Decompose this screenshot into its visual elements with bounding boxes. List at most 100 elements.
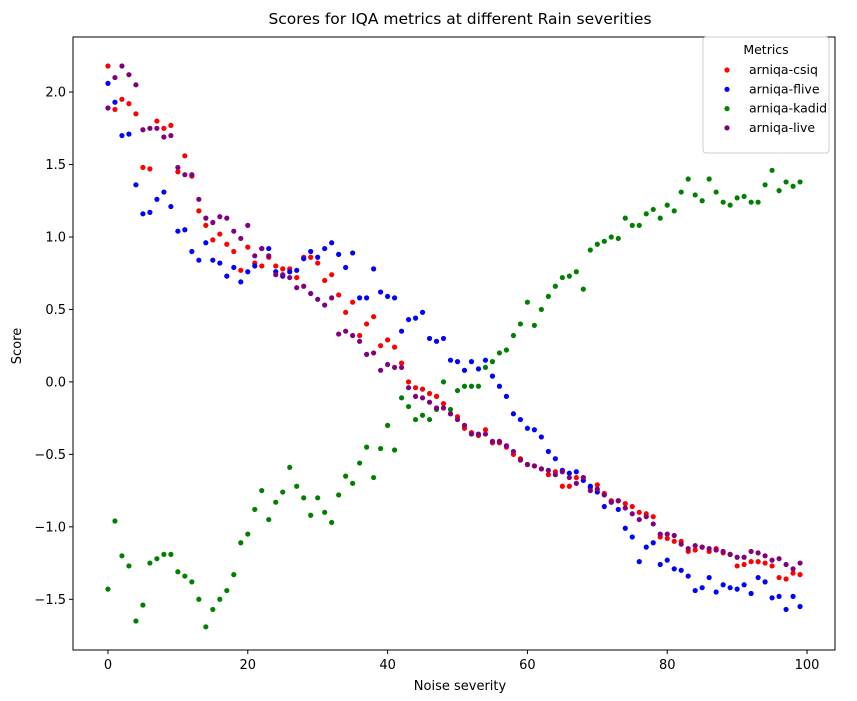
data-point [594, 482, 600, 488]
data-point [741, 561, 747, 568]
data-point [364, 295, 370, 301]
data-point [203, 240, 209, 246]
data-point [601, 492, 607, 498]
data-point [573, 469, 579, 475]
data-point [615, 235, 621, 242]
data-point [797, 179, 803, 185]
data-point [126, 101, 132, 107]
data-point [119, 132, 125, 139]
data-point [182, 573, 188, 579]
data-point [133, 618, 139, 624]
y-tick-label: −0.5 [34, 448, 66, 463]
data-point [545, 472, 551, 478]
data-point [371, 266, 377, 272]
x-tick-label: 40 [379, 658, 396, 673]
y-tick-label: 0.0 [45, 375, 66, 390]
data-point [482, 364, 489, 371]
legend: Metrics arniqa-csiq arniqa-flive arniqa-ka… [702, 36, 830, 154]
data-point [336, 492, 342, 498]
data-point [203, 215, 209, 221]
data-point [343, 264, 349, 271]
data-point [699, 198, 705, 204]
data-point [238, 267, 244, 273]
data-point [489, 359, 496, 365]
data-point [678, 567, 684, 573]
data-point [336, 331, 342, 337]
data-point [231, 248, 237, 255]
data-point [308, 290, 314, 297]
data-point [419, 386, 426, 392]
data-point [699, 585, 705, 591]
data-point [419, 309, 426, 315]
data-point [161, 551, 167, 557]
data-point [566, 483, 572, 489]
data-point [580, 286, 586, 292]
y-axis: −1.5 −1.0 −0.5 0.0 0.5 1.0 1.5 2.0 [34, 86, 73, 608]
x-tick-label: 60 [519, 658, 536, 673]
data-point [154, 556, 160, 562]
data-point [769, 563, 775, 569]
legend-marker [724, 86, 730, 92]
data-point [433, 338, 440, 344]
legend-entries: arniqa-csiq arniqa-flive arniqa-kadid arniq… [724, 62, 827, 135]
data-point [245, 244, 251, 250]
data-point [461, 367, 468, 373]
data-point [238, 540, 244, 546]
data-point [322, 277, 328, 284]
legend-label: arniqa-flive [749, 81, 820, 96]
data-point [797, 603, 803, 610]
data-point [769, 557, 775, 563]
data-point [650, 514, 656, 520]
data-point [301, 495, 307, 501]
data-point [531, 322, 537, 328]
data-point [517, 416, 524, 423]
data-point [377, 289, 384, 295]
data-point [727, 551, 733, 557]
data-point [524, 461, 531, 468]
data-point [266, 245, 272, 252]
data-point [748, 199, 754, 205]
data-point [720, 548, 726, 555]
data-point [447, 411, 454, 417]
data-point [650, 206, 656, 213]
data-point [496, 350, 503, 356]
data-point [119, 553, 125, 559]
data-point [657, 561, 663, 568]
data-point [447, 357, 454, 363]
data-point [405, 403, 412, 410]
data-point [426, 399, 433, 405]
data-point [377, 343, 384, 349]
data-point [741, 193, 747, 200]
data-point [189, 579, 195, 585]
data-point [566, 474, 572, 481]
data-point [391, 447, 398, 453]
data-point [161, 125, 167, 131]
data-point [496, 438, 503, 444]
data-point [280, 489, 286, 495]
data-point [755, 559, 761, 565]
data-point [664, 535, 670, 542]
data-point [231, 228, 237, 234]
data-point [783, 179, 789, 185]
data-point [531, 427, 537, 433]
y-tick-label: 1.5 [45, 158, 66, 173]
data-point [105, 105, 111, 111]
data-point [175, 569, 181, 575]
data-point [552, 283, 558, 289]
data-point [531, 463, 537, 469]
data-point [587, 247, 593, 253]
data-point [308, 254, 314, 260]
data-point [636, 516, 642, 523]
data-point [636, 509, 642, 515]
data-point [196, 196, 202, 202]
data-point [748, 559, 754, 565]
data-point [405, 385, 412, 391]
data-point [182, 153, 188, 159]
x-tick-label: 0 [104, 658, 112, 673]
data-point [412, 393, 419, 399]
y-axis-label: Score [10, 328, 25, 364]
data-point [538, 306, 544, 313]
data-point [790, 566, 796, 572]
data-point [762, 579, 768, 585]
data-point [776, 574, 782, 581]
